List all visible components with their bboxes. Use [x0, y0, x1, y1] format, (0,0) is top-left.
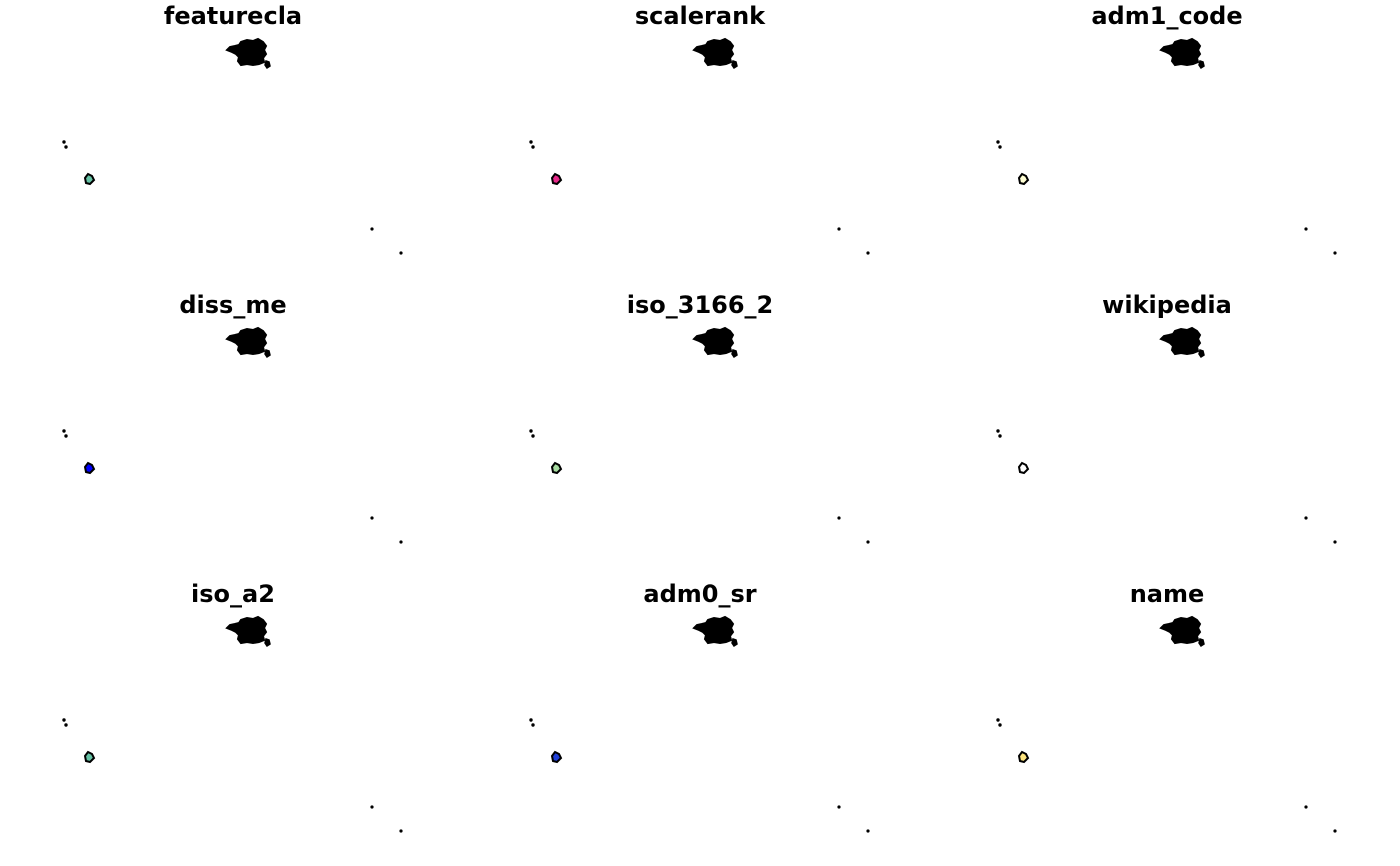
island-polygon	[264, 349, 271, 359]
island-dot	[837, 227, 841, 231]
map-panel-2: scalerank	[467, 0, 933, 288]
island-dot	[998, 434, 1002, 438]
territory-polygon	[1017, 172, 1030, 186]
island-dot	[64, 723, 68, 727]
island-dot	[1333, 251, 1337, 255]
island-dot	[64, 434, 68, 438]
island-polygon	[264, 60, 271, 70]
map-canvas	[529, 37, 870, 255]
territory-polygon	[550, 750, 563, 764]
island-dot	[1304, 805, 1308, 809]
island-dot	[1304, 227, 1308, 231]
island-polygon	[1198, 60, 1205, 70]
island-dot	[998, 145, 1002, 149]
island-dot	[62, 140, 66, 144]
island-dot	[529, 429, 533, 433]
island-dot	[64, 145, 68, 149]
mainland-polygon	[225, 326, 268, 356]
map-panel-1: featurecla	[0, 0, 466, 288]
map-panel-6: wikipedia	[934, 289, 1400, 577]
island-dot	[996, 429, 1000, 433]
island-dot	[370, 227, 374, 231]
panel-title: name	[1129, 580, 1205, 608]
territory-polygon	[1017, 461, 1030, 475]
map-canvas	[62, 37, 403, 255]
island-dot	[1333, 829, 1337, 833]
map-canvas	[62, 326, 403, 544]
island-dot	[531, 145, 535, 149]
island-dot	[370, 516, 374, 520]
panel-title: adm0_sr	[643, 580, 757, 608]
panel-title: adm1_code	[1091, 2, 1243, 30]
island-dot	[531, 723, 535, 727]
map-canvas	[62, 615, 403, 833]
mainland-polygon	[225, 615, 268, 645]
map-panel-3: adm1_code	[934, 0, 1400, 288]
island-dot	[62, 429, 66, 433]
island-dot	[866, 829, 870, 833]
island-dot	[996, 718, 1000, 722]
mainland-polygon	[1159, 326, 1202, 356]
map-panel-5: iso_3166_2	[467, 289, 933, 577]
island-dot	[399, 540, 403, 544]
mainland-polygon	[1159, 37, 1202, 67]
island-dot	[837, 516, 841, 520]
territory-polygon	[83, 750, 96, 764]
island-polygon	[731, 60, 738, 70]
map-canvas	[529, 326, 870, 544]
island-polygon	[264, 638, 271, 648]
island-polygon	[731, 638, 738, 648]
island-polygon	[1198, 638, 1205, 648]
island-dot	[399, 251, 403, 255]
panel-title: iso_a2	[191, 580, 275, 608]
map-canvas	[996, 326, 1337, 544]
island-dot	[531, 434, 535, 438]
mainland-polygon	[692, 37, 735, 67]
panel-title: wikipedia	[1102, 291, 1232, 319]
island-polygon	[1198, 349, 1205, 359]
panel-title: diss_me	[179, 291, 287, 319]
mainland-polygon	[692, 615, 735, 645]
island-dot	[1304, 516, 1308, 520]
island-dot	[866, 540, 870, 544]
island-dot	[399, 829, 403, 833]
mainland-polygon	[225, 37, 268, 67]
map-panel-4: diss_me	[0, 289, 466, 577]
territory-polygon	[550, 461, 563, 475]
territory-polygon	[83, 461, 96, 475]
territory-polygon	[1017, 750, 1030, 764]
island-dot	[866, 251, 870, 255]
mainland-polygon	[1159, 615, 1202, 645]
island-dot	[529, 140, 533, 144]
island-dot	[837, 805, 841, 809]
map-panel-9: name	[934, 578, 1400, 866]
panel-title: scalerank	[634, 2, 766, 30]
map-canvas	[996, 615, 1337, 833]
island-dot	[529, 718, 533, 722]
territory-polygon	[83, 172, 96, 186]
island-dot	[1333, 540, 1337, 544]
island-polygon	[731, 349, 738, 359]
map-canvas	[529, 615, 870, 833]
map-canvas	[996, 37, 1337, 255]
panel-title: iso_3166_2	[626, 291, 774, 319]
territory-polygon	[550, 172, 563, 186]
panel-title: featurecla	[163, 2, 303, 30]
map-panel-8: adm0_sr	[467, 578, 933, 866]
map-panel-7: iso_a2	[0, 578, 466, 866]
island-dot	[370, 805, 374, 809]
island-dot	[62, 718, 66, 722]
island-dot	[998, 723, 1002, 727]
mainland-polygon	[692, 326, 735, 356]
island-dot	[996, 140, 1000, 144]
